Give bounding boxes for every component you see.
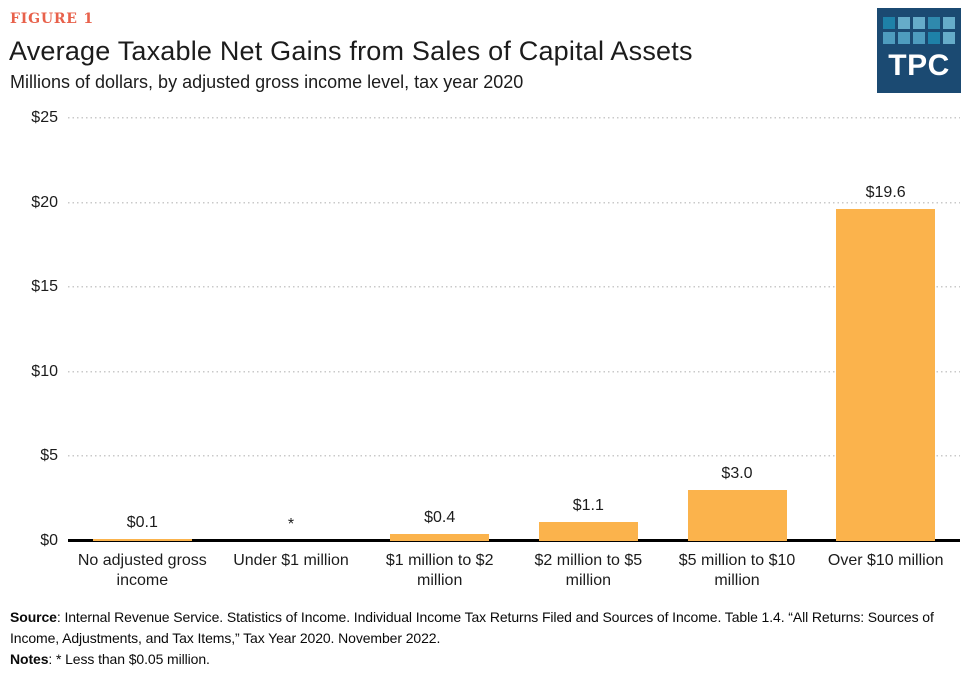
y-tick-label: $20 [31,193,58,211]
bar-value-label: * [287,516,295,533]
bar [687,490,787,541]
logo-grid-square [898,17,910,29]
y-tick-label: $15 [31,278,58,296]
logo-grid-square [913,32,925,44]
chart-title: Average Taxable Net Gains from Sales of … [9,36,693,66]
logo-grid-square [943,32,955,44]
plot-area: $0.1 * $0.4 $1.1 $3.0 $19.6 [68,117,960,541]
bar-value-label: $3.0 [721,465,753,482]
bar-value-label: $0.4 [424,509,456,526]
y-tick-label: $0 [40,532,58,549]
logo-grid-square [883,32,895,44]
logo-grid-square [928,32,940,44]
source-text: : Internal Revenue Service. Statistics o… [10,609,934,646]
bar [836,209,936,541]
y-axis: $0 $5 $10 $15 $20 $25 [0,109,58,549]
category-label: $2 million to $5 million [534,552,643,589]
y-tick-label: $25 [31,109,58,126]
tpc-logo: TPC [877,8,961,93]
y-tick-label: $10 [31,362,58,380]
gridline [68,117,960,119]
tpc-logo-text: TPC [888,49,950,82]
x-axis-baseline [68,539,960,542]
tpc-logo-grid-icon [883,17,955,44]
notes-text: : * Less than $0.05 million. [48,651,210,667]
category-label: Under $1 million [233,552,349,569]
bar-value-label: $0.1 [126,514,158,531]
category-label: No adjusted gross income [77,552,207,589]
x-axis-category-labels: No adjusted gross income Under $1 million… [68,551,960,591]
source-label: Source [10,609,57,625]
bar-value-label: $1.1 [572,497,604,514]
notes-label: Notes [10,651,49,667]
category-label: $5 million to $10 million [678,552,796,589]
footer-notes: Source: Internal Revenue Service. Statis… [10,607,960,670]
logo-grid-square [883,17,895,29]
figure-label: FIGURE 1 [10,11,94,27]
logo-grid-square [928,17,940,29]
logo-grid-square [913,17,925,29]
bar [538,522,638,541]
gridline [68,370,960,373]
notes-line: Notes: * Less than $0.05 million. [10,649,960,670]
gridline [68,286,960,289]
gridline [68,201,960,204]
bar-value-label: $19.6 [865,184,906,201]
logo-grid-square [943,17,955,29]
logo-grid-square [898,32,910,44]
bar [390,534,490,541]
category-label: $1 million to $2 million [385,552,494,589]
source-line: Source: Internal Revenue Service. Statis… [10,607,960,649]
gridline [68,455,960,458]
category-label: Over $10 million [827,552,944,569]
y-tick-label: $5 [40,447,58,465]
bar [92,539,192,541]
chart-subtitle: Millions of dollars, by adjusted gross i… [10,72,524,92]
